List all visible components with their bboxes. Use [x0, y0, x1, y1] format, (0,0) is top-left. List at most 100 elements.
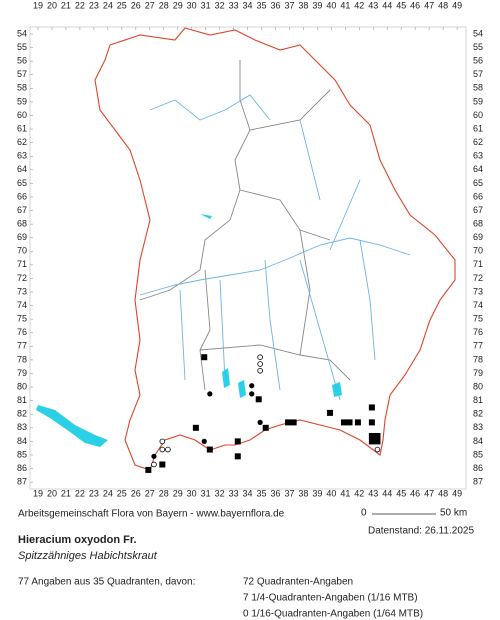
quadrant-record	[234, 453, 241, 460]
x-grid-label: 25	[117, 0, 127, 10]
quadrant-record	[374, 432, 381, 439]
y-grid-label: 64	[17, 164, 27, 174]
y-grid-label: 80	[17, 381, 27, 391]
x-grid-label: 34	[243, 0, 253, 10]
x-grid-label: 45	[396, 0, 406, 10]
x-grid-label: 19	[33, 0, 43, 10]
y-grid-label: 54	[17, 28, 27, 38]
y-grid-label: 82	[473, 409, 483, 419]
quadrant-record	[368, 438, 375, 445]
y-grid-label: 84	[17, 436, 27, 446]
y-grid-label: 55	[473, 42, 483, 52]
y-grid-label: 76	[473, 327, 483, 337]
y-grid-label: 67	[17, 205, 27, 215]
open-record	[151, 461, 157, 468]
y-grid-label: 83	[17, 422, 27, 432]
x-grid-label: 40	[326, 488, 336, 498]
species: Hieracium oxyodon Fr.	[18, 534, 137, 546]
y-grid-label: 58	[17, 83, 27, 93]
quadrant-record	[326, 409, 333, 416]
y-grid-label: 87	[17, 477, 27, 487]
quadrant-record	[201, 354, 208, 361]
y-grid-label: 60	[473, 110, 483, 120]
y-grid-label: 62	[17, 137, 27, 147]
y-grid-label: 65	[473, 178, 483, 188]
quadrant-record	[285, 419, 292, 426]
quarter-quadrant-record	[257, 419, 263, 425]
y-grid-label: 75	[473, 314, 483, 324]
y-grid-label: 86	[473, 463, 483, 473]
x-grid-label: 32	[215, 488, 225, 498]
open-record	[257, 367, 263, 374]
x-grid-label: 46	[410, 0, 420, 10]
y-grid-label: 85	[473, 449, 483, 459]
x-grid-label: 48	[438, 0, 448, 10]
quadrant-record	[255, 396, 262, 403]
y-grid-label: 57	[473, 69, 483, 79]
quadrant-record	[374, 438, 381, 445]
quadrant-record	[206, 446, 213, 453]
x-grid-label: 29	[173, 488, 183, 498]
lake	[36, 405, 108, 447]
y-grid-label: 66	[17, 191, 27, 201]
y-grid-label: 80	[473, 381, 483, 391]
x-grid-label: 39	[312, 0, 322, 10]
y-grid-label: 59	[473, 96, 483, 106]
x-grid-label: 21	[61, 488, 71, 498]
x-grid-label: 40	[326, 0, 336, 10]
y-grid-label: 63	[17, 151, 27, 161]
y-grid-label: 77	[17, 341, 27, 351]
common-name: Spitzzähniges Habichtskraut	[18, 550, 158, 562]
quadrant-record	[368, 404, 375, 411]
state-border	[94, 27, 456, 471]
x-grid-label: 22	[75, 488, 85, 498]
y-grid-label: 79	[473, 368, 483, 378]
x-grid-label: 26	[131, 488, 141, 498]
quadrant-record	[192, 424, 199, 431]
x-grid-label: 37	[284, 488, 294, 498]
x-grid-label: 36	[270, 0, 280, 10]
y-grid-label: 66	[473, 191, 483, 201]
y-grid-label: 84	[473, 436, 483, 446]
y-grid-label: 81	[17, 395, 27, 405]
x-grid-label: 42	[354, 0, 364, 10]
y-grid-label: 72	[17, 273, 27, 283]
y-grid-label: 61	[473, 123, 483, 133]
x-grid-label: 25	[117, 488, 127, 498]
x-grid-label: 41	[340, 488, 350, 498]
quadrant-record	[354, 419, 361, 426]
open-record	[159, 438, 166, 445]
x-grid-label: 43	[368, 0, 378, 10]
x-grid-label: 23	[89, 488, 99, 498]
quarter-quadrant-record	[207, 391, 213, 397]
stat: 72 Quadranten-Angaben	[243, 577, 353, 588]
y-grid-label: 68	[473, 218, 483, 228]
stat: 7 1/4-Quadranten-Angaben (1/16 MTB)	[243, 593, 418, 604]
map-frame	[29, 26, 467, 490]
x-grid-label: 24	[103, 488, 113, 498]
district-border	[139, 60, 351, 391]
y-grid-label: 87	[473, 477, 483, 487]
y-grid-label: 72	[473, 273, 483, 283]
y-grid-label: 81	[473, 395, 483, 405]
x-grid-label: 27	[145, 0, 155, 10]
y-grid-label: 69	[17, 232, 27, 242]
y-grid-label: 73	[17, 286, 27, 296]
x-grid-label: 26	[131, 0, 141, 10]
quadrant-record	[145, 466, 152, 473]
x-grid-label: 35	[257, 0, 267, 10]
y-grid-label: 69	[473, 232, 483, 242]
stat: 0 1/16-Quadranten-Angaben (1/64 MTB)	[243, 609, 423, 620]
quadrant-record	[159, 461, 166, 468]
y-grid-label: 74	[473, 300, 483, 310]
y-grid-label: 82	[17, 409, 27, 419]
y-grid-label: 60	[17, 110, 27, 120]
y-grid-label: 71	[17, 259, 27, 269]
y-grid-label: 78	[17, 354, 27, 364]
quarter-quadrant-record	[249, 383, 255, 389]
y-grid-label: 86	[17, 463, 27, 473]
quadrant-record	[340, 419, 347, 426]
quadrant-record	[262, 424, 269, 431]
y-grid-label: 83	[473, 422, 483, 432]
